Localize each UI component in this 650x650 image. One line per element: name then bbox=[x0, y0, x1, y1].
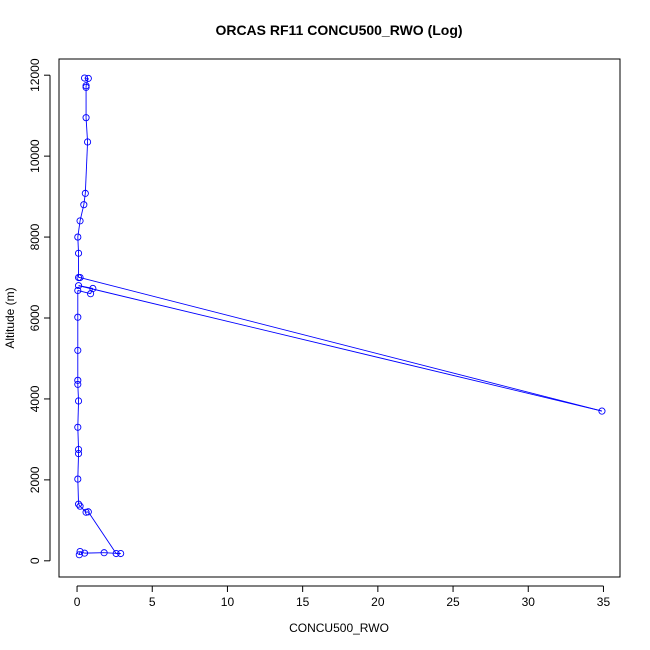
data-point bbox=[74, 376, 82, 384]
y-axis-label: Altitude (m) bbox=[3, 287, 17, 348]
x-tick-label: 5 bbox=[149, 595, 156, 609]
data-point bbox=[81, 189, 89, 197]
data-point bbox=[74, 313, 82, 321]
data-point bbox=[81, 549, 89, 557]
series-segment bbox=[84, 141, 89, 194]
x-tick-label: 25 bbox=[446, 595, 460, 609]
y-tick-label: 12000 bbox=[28, 58, 42, 92]
data-point bbox=[74, 475, 82, 483]
data-point bbox=[80, 201, 88, 209]
series-segment bbox=[78, 285, 603, 412]
series-layer bbox=[74, 74, 606, 559]
data-point bbox=[75, 397, 83, 405]
data-point bbox=[112, 549, 120, 558]
data-point bbox=[76, 502, 84, 510]
x-tick-label: 15 bbox=[296, 595, 310, 609]
data-point bbox=[82, 114, 90, 122]
data-point bbox=[74, 380, 82, 388]
data-point bbox=[117, 549, 125, 558]
chart-title: ORCAS RF11 CONCU500_RWO (Log) bbox=[215, 22, 462, 38]
data-point bbox=[87, 290, 95, 298]
y-tick-label: 6000 bbox=[28, 304, 42, 331]
data-point bbox=[76, 547, 84, 556]
data-point bbox=[75, 551, 83, 559]
y-axis: 0 2000 4000 6000 8000 10000 12000 bbox=[28, 58, 51, 564]
y-tick-label: 2000 bbox=[28, 466, 42, 493]
x-tick-label: 0 bbox=[74, 595, 81, 609]
series-segment bbox=[77, 453, 80, 480]
y-tick-label: 4000 bbox=[28, 385, 42, 412]
series-segment bbox=[77, 427, 80, 450]
series-segment bbox=[78, 285, 93, 289]
series-segment bbox=[78, 503, 81, 507]
y-tick-label: 8000 bbox=[28, 223, 42, 250]
data-point bbox=[100, 549, 108, 557]
data-point bbox=[598, 407, 606, 415]
series-segment bbox=[77, 479, 80, 505]
data-point bbox=[76, 217, 84, 225]
data-point bbox=[74, 423, 82, 431]
data-point bbox=[84, 74, 92, 82]
data-point bbox=[74, 346, 82, 354]
y-tick-label: 0 bbox=[28, 557, 42, 564]
data-point bbox=[75, 500, 83, 508]
x-tick-label: 30 bbox=[522, 595, 536, 609]
data-point bbox=[74, 233, 82, 241]
series-segment bbox=[87, 511, 117, 554]
data-point bbox=[74, 286, 82, 295]
data-point bbox=[82, 83, 90, 91]
series-segment bbox=[83, 193, 86, 205]
data-point bbox=[84, 138, 92, 146]
y-tick-label: 10000 bbox=[28, 139, 42, 173]
data-point bbox=[75, 445, 83, 454]
plot-frame bbox=[58, 58, 621, 578]
x-tick-label: 20 bbox=[371, 595, 385, 609]
x-tick-label: 35 bbox=[597, 595, 611, 609]
x-axis-label: CONCU500_RWO bbox=[289, 621, 389, 635]
data-point bbox=[84, 508, 92, 516]
series-segment bbox=[77, 290, 91, 295]
data-point bbox=[75, 282, 83, 290]
data-point bbox=[75, 450, 83, 458]
x-axis: 0 5 10 15 20 25 30 35 bbox=[74, 585, 611, 609]
data-point bbox=[75, 249, 83, 257]
x-tick-label: 10 bbox=[221, 595, 235, 609]
series-segment bbox=[79, 277, 603, 412]
data-point bbox=[76, 273, 84, 282]
series-segment bbox=[77, 400, 80, 428]
data-point bbox=[81, 74, 89, 82]
series-segment bbox=[85, 117, 89, 142]
